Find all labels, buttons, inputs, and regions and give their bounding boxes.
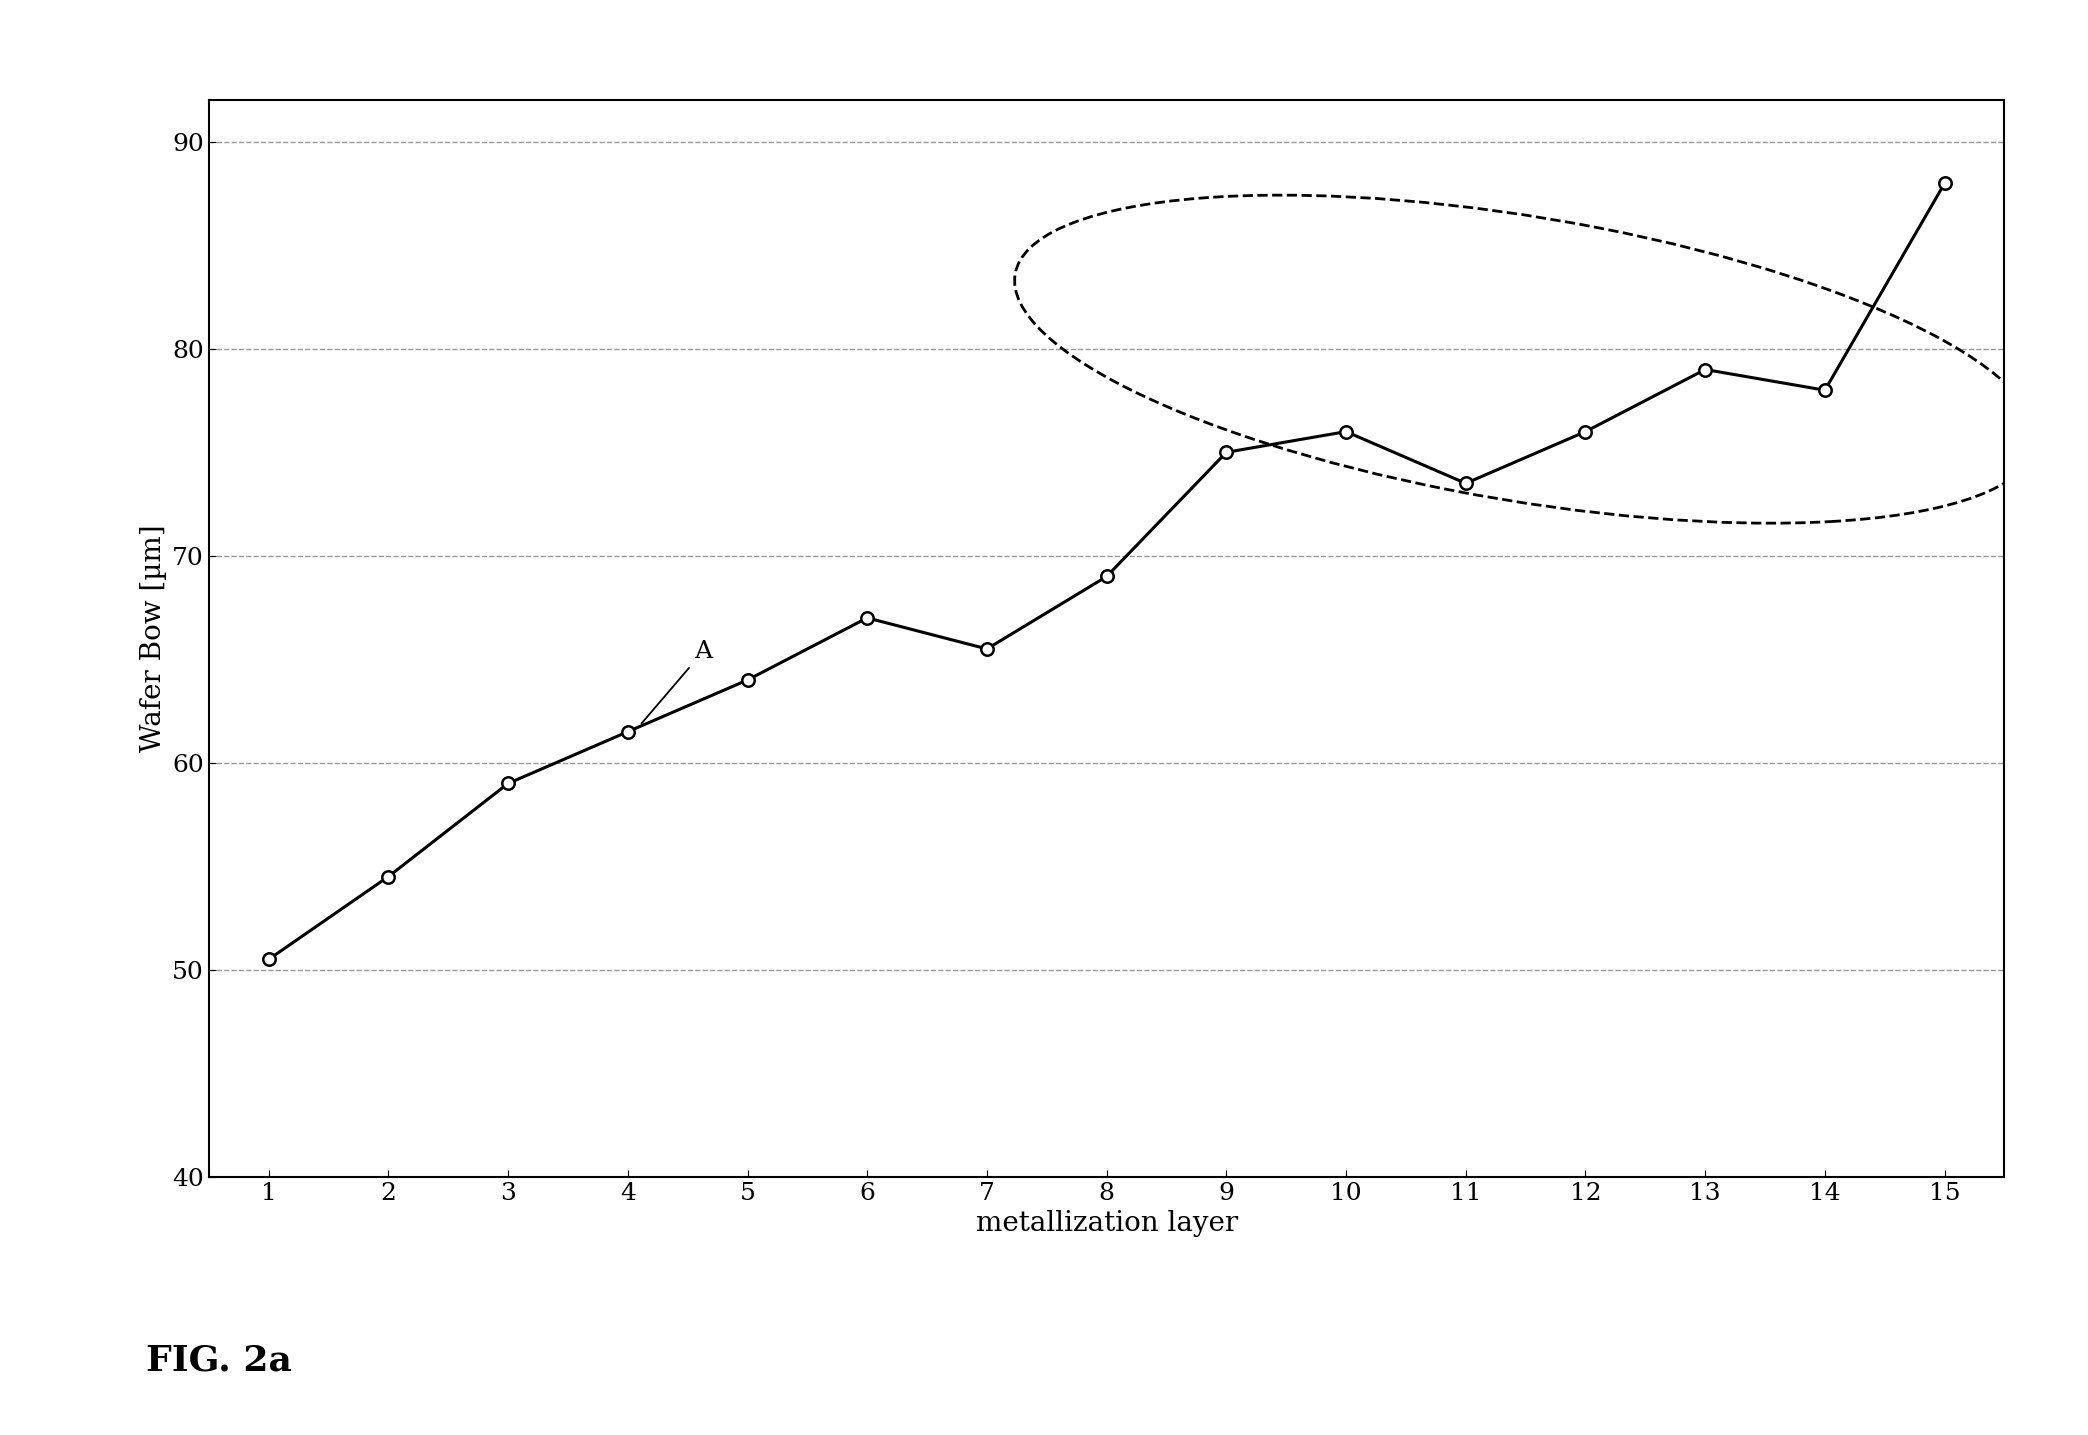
Point bbox=[491, 772, 524, 795]
Point bbox=[1568, 420, 1601, 443]
X-axis label: metallization layer: metallization layer bbox=[975, 1210, 1238, 1237]
Point bbox=[850, 607, 883, 630]
Point bbox=[1449, 472, 1482, 495]
Point bbox=[1808, 379, 1842, 402]
Text: A: A bbox=[641, 640, 712, 723]
Point bbox=[971, 637, 1004, 660]
Point bbox=[1330, 420, 1363, 443]
Point bbox=[731, 669, 764, 692]
Point bbox=[253, 949, 286, 971]
Point bbox=[1927, 172, 1961, 195]
Point bbox=[1209, 441, 1242, 464]
Point bbox=[372, 865, 405, 888]
Point bbox=[612, 720, 645, 743]
Point bbox=[1090, 565, 1123, 588]
Y-axis label: Wafer Bow [µm]: Wafer Bow [µm] bbox=[140, 525, 167, 752]
Point bbox=[1689, 359, 1723, 382]
Text: FIG. 2a: FIG. 2a bbox=[146, 1343, 292, 1378]
